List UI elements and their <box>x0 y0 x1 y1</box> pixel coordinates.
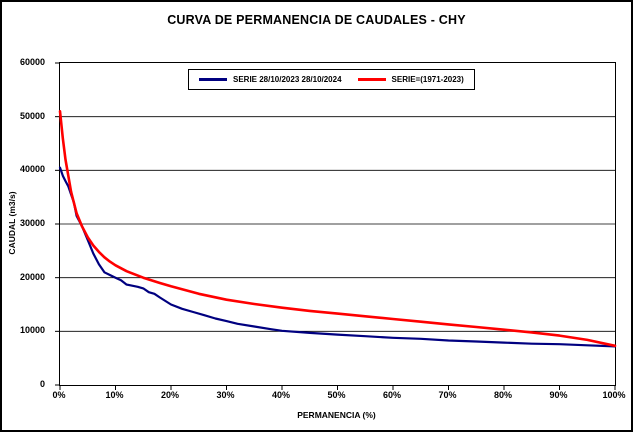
series-line-0 <box>58 166 617 348</box>
y-axis-ticks: 0 10000 20000 30000 40000 50000 60000 <box>2 57 52 389</box>
x-tick-label: 0% <box>52 390 66 400</box>
legend-label: SERIE 28/10/2023 28/10/2024 <box>233 75 342 84</box>
chart-canvas <box>55 62 617 390</box>
x-tick-label: 100% <box>602 390 626 400</box>
x-tick-label: 40% <box>271 390 290 400</box>
x-tick-label: 60% <box>382 390 401 400</box>
x-tick-label: 10% <box>105 390 124 400</box>
x-tick-label: 30% <box>216 390 235 400</box>
x-axis-ticks: 0% 10% 20% 30% 40% 50% 60% 70% 80% 90% 100% <box>52 390 625 402</box>
y-tick-label: 10000 <box>19 325 45 336</box>
legend-item-serie-1971-2023: SERIE=(1971-2023) <box>357 75 464 84</box>
y-tick-label: 40000 <box>19 164 45 175</box>
x-tick-label: 20% <box>160 390 179 400</box>
legend-label: SERIE=(1971-2023) <box>391 75 464 84</box>
y-tick-label: 0 <box>39 379 45 389</box>
x-tick-label: 90% <box>549 390 568 400</box>
chart-title: CURVA DE PERMANENCIA DE CAUDALES - CHY <box>167 13 466 27</box>
y-tick-label: 30000 <box>19 218 45 228</box>
legend: SERIE 28/10/2023 28/10/2024 SERIE=(1971-… <box>188 69 475 90</box>
x-tick-label: 70% <box>438 390 457 400</box>
y-tick-label: 20000 <box>19 271 45 282</box>
x-axis-title: PERMANENCIA (%) <box>297 410 376 420</box>
y-tick-label: 60000 <box>19 57 45 67</box>
x-tick-label: 50% <box>327 390 346 400</box>
y-tick-label: 50000 <box>19 110 45 121</box>
legend-line-swatch-red <box>357 78 386 81</box>
x-tick-label: 80% <box>493 390 512 400</box>
series-line-1 <box>58 109 617 348</box>
plot-area <box>55 62 617 390</box>
legend-item-serie-2023-2024: SERIE 28/10/2023 28/10/2024 <box>199 75 342 84</box>
legend-line-swatch-navy <box>199 78 227 81</box>
